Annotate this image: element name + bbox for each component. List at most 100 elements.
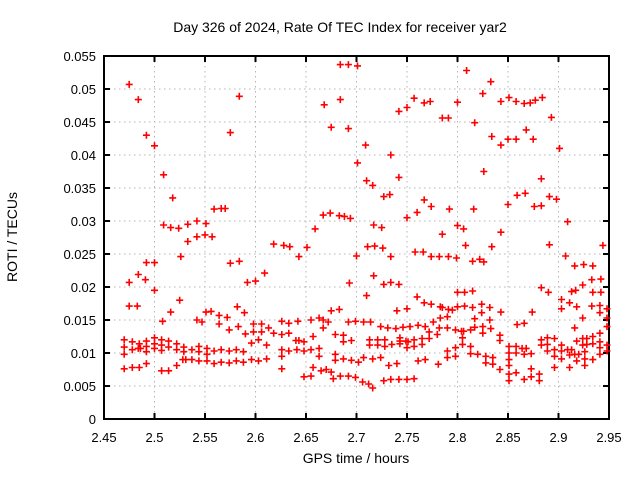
data-point (193, 233, 201, 241)
data-point (545, 193, 553, 201)
data-point (399, 323, 407, 331)
x-tick-label: 2.95 (596, 430, 621, 445)
data-point (426, 98, 434, 105)
data-point (151, 286, 158, 294)
data-point (444, 253, 452, 261)
data-point (363, 292, 371, 300)
data-point (362, 141, 370, 149)
data-point (482, 359, 490, 367)
data-point (580, 261, 588, 269)
data-point (537, 175, 545, 183)
data-point (403, 344, 411, 352)
data-point (527, 373, 535, 381)
data-point (327, 123, 335, 131)
x-tick-label: 2.75 (394, 430, 419, 445)
data-point (340, 212, 348, 220)
data-point (471, 119, 479, 127)
data-point (435, 253, 443, 261)
data-point (331, 350, 339, 358)
data-point (505, 94, 513, 102)
data-point (489, 360, 497, 368)
data-point (488, 133, 496, 140)
data-point (418, 335, 426, 342)
data-point (270, 240, 278, 248)
data-point (547, 113, 555, 121)
tick-labels: 2.45 2.5 2.55 2.6 2.65 2.7 2.75 2.8 2.85 2.9 2.95 0… (63, 49, 621, 445)
data-point (339, 331, 347, 339)
data-point (365, 380, 373, 388)
data-point (125, 80, 133, 88)
data-point (180, 348, 188, 356)
data-point (176, 296, 184, 304)
data-point (352, 317, 359, 325)
data-point (460, 327, 468, 335)
data-point (496, 366, 504, 373)
y-axis-label: ROTI / TECUs (4, 192, 20, 282)
data-point (461, 288, 469, 296)
data-point (278, 317, 286, 325)
data-point (307, 316, 315, 324)
data-point (454, 222, 461, 230)
data-point (403, 375, 411, 383)
y-tick-label: 0.035 (63, 181, 96, 196)
data-point (360, 354, 368, 362)
y-tick-label: 0.01 (71, 346, 96, 361)
data-point (165, 343, 173, 351)
data-point (459, 334, 466, 342)
data-point (167, 308, 175, 316)
data-point (543, 347, 551, 355)
y-tick-label: 0.05 (71, 82, 96, 97)
data-point (339, 355, 347, 363)
data-point (331, 356, 339, 364)
data-point (603, 323, 611, 331)
data-point (134, 271, 142, 278)
data-point (556, 144, 563, 152)
data-point (537, 284, 545, 292)
data-point (380, 193, 388, 201)
data-point (497, 308, 505, 316)
data-point (295, 337, 303, 344)
data-point (309, 333, 317, 340)
data-point (293, 346, 301, 354)
data-point (478, 309, 486, 317)
data-point (386, 191, 394, 199)
x-tick-label: 2.85 (495, 430, 520, 445)
data-point (486, 316, 494, 324)
data-point (158, 346, 166, 354)
data-point (319, 324, 327, 332)
data-point (125, 278, 133, 286)
data-point (248, 356, 255, 364)
data-point (202, 220, 210, 228)
data-point (419, 248, 427, 256)
data-point (497, 228, 505, 236)
data-point (520, 375, 528, 383)
data-point (551, 346, 558, 354)
data-point (294, 317, 302, 325)
data-point (474, 350, 482, 358)
data-point (364, 243, 372, 251)
data-point (573, 303, 581, 311)
data-point (443, 354, 451, 362)
data-point (326, 209, 334, 217)
data-point (596, 338, 604, 346)
data-point (566, 299, 574, 307)
data-point (452, 344, 459, 352)
data-point (583, 340, 591, 348)
data-point (444, 114, 452, 122)
data-point (285, 347, 293, 355)
data-point (589, 262, 597, 270)
data-point (459, 340, 466, 348)
data-point (387, 253, 395, 261)
data-point (425, 328, 433, 336)
y-tick-label: 0 (89, 412, 96, 427)
data-point (135, 364, 143, 371)
data-point (452, 326, 459, 334)
data-point (339, 338, 347, 346)
data-point (193, 217, 201, 225)
data-point (479, 90, 487, 98)
data-point (551, 352, 558, 360)
data-point (531, 96, 539, 104)
data-point (512, 349, 520, 357)
data-point (173, 340, 181, 348)
